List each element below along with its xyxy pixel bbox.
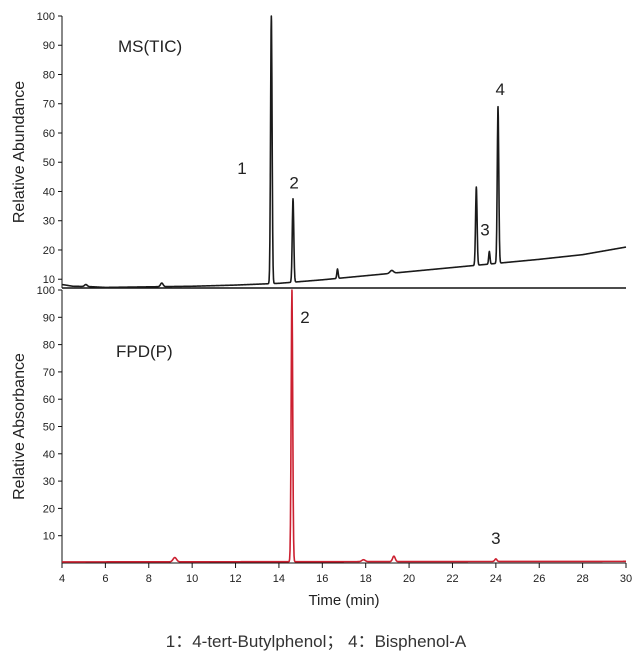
y-tick-label: 10: [43, 274, 55, 286]
y-tick-label: 70: [43, 367, 55, 379]
x-axis-label: Time (min): [308, 592, 379, 609]
y-tick-label: 80: [43, 340, 55, 352]
x-tick-label: 10: [186, 573, 198, 585]
peak-label: 2: [289, 174, 298, 193]
y-tick-label: 20: [43, 503, 55, 515]
peak-label: 2: [300, 308, 309, 327]
x-tick-label: 28: [576, 573, 588, 585]
y-tick-label: 60: [43, 128, 55, 140]
x-tick-label: 20: [403, 573, 415, 585]
x-tick-label: 14: [273, 573, 285, 585]
x-tick-label: 16: [316, 573, 328, 585]
y-axis-label: Relative Abundance: [11, 81, 28, 223]
y-tick-label: 100: [37, 11, 55, 23]
panel-title: MS(TIC): [118, 37, 182, 56]
x-tick-label: 22: [446, 573, 458, 585]
y-tick-label: 40: [43, 186, 55, 198]
panel-title: FPD(P): [116, 342, 173, 361]
peak-label: 3: [491, 529, 500, 548]
ms-tic-trace: [61, 15, 627, 289]
compound-legend-caption: 1：4-tert-Butylphenol； 4：Bisphenol-A: [165, 632, 467, 651]
fpd-p-trace: [61, 289, 627, 563]
y-tick-label: 90: [43, 312, 55, 324]
y-tick-label: 40: [43, 449, 55, 461]
y-tick-label: 30: [43, 216, 55, 228]
x-tick-label: 12: [229, 573, 241, 585]
y-tick-label: 20: [43, 245, 55, 257]
x-tick-label: 18: [360, 573, 372, 585]
y-axis-label: Relative Absorbance: [11, 353, 28, 500]
x-tick-label: 30: [620, 573, 632, 585]
y-tick-label: 60: [43, 394, 55, 406]
ms-tic-panel: 10 20 30 40 50 60 70 80 90 100 Relative Abundance M…: [11, 11, 627, 289]
x-tick-label: 24: [490, 573, 502, 585]
x-tick-label: 26: [533, 573, 545, 585]
x-tick-label: 6: [102, 573, 108, 585]
fpd-p-panel: 10 20 30 40 50 60 70 80 90 100 4 6 8 10 12 14 16 18 20 22 24…: [11, 285, 632, 609]
y-tick-label: 80: [43, 69, 55, 81]
peak-label: 1: [237, 159, 246, 178]
y-tick-label: 30: [43, 476, 55, 488]
x-tick-label: 4: [59, 573, 65, 585]
y-tick-label: 90: [43, 40, 55, 52]
peak-label: 4: [495, 80, 504, 99]
y-tick-label: 50: [43, 422, 55, 434]
y-tick-label: 100: [37, 285, 55, 297]
peak-label: 3: [480, 220, 489, 239]
x-tick-label: 8: [146, 573, 152, 585]
y-tick-label: 70: [43, 99, 55, 111]
y-tick-label: 50: [43, 157, 55, 169]
y-tick-label: 10: [43, 531, 55, 543]
